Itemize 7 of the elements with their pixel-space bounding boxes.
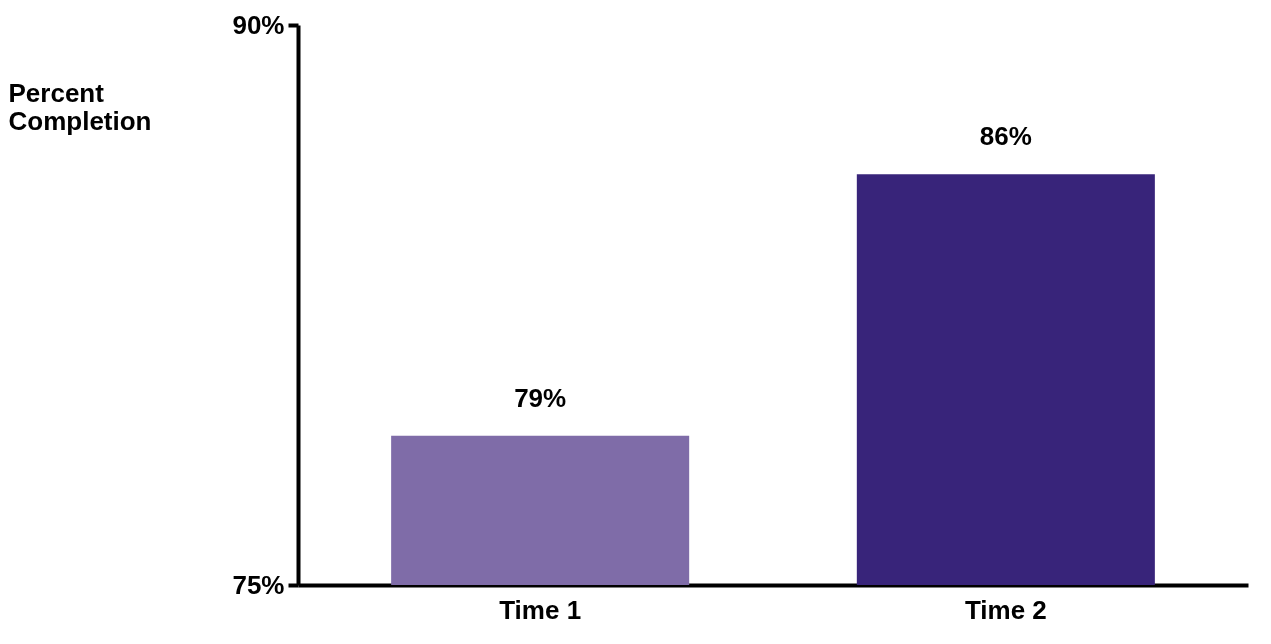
x-tick-label: Time 2 bbox=[964, 594, 1047, 625]
y-axis-title: Percent Completion bbox=[8, 77, 152, 136]
y-tick-label: 90% bbox=[232, 9, 285, 40]
x-tick-label: Time 1 bbox=[499, 594, 582, 625]
data-label: 86% bbox=[979, 121, 1032, 152]
y-tick-label: 75% bbox=[232, 569, 285, 600]
data-label: 79% bbox=[514, 382, 567, 413]
